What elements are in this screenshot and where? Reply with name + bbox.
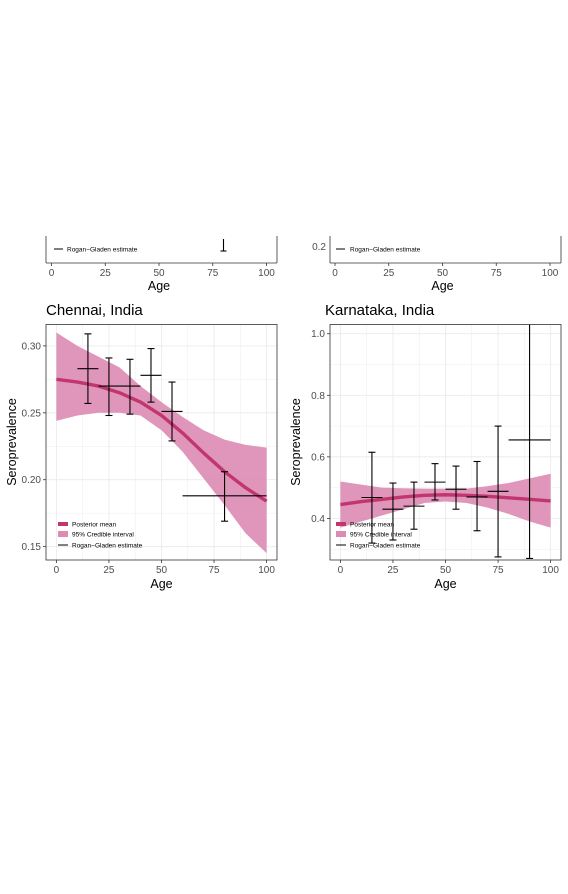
panel-x-ticks: 0 25 50 75 100: [54, 560, 275, 576]
left-partial-x-tick-label: 75: [207, 268, 219, 279]
panel-title: Chennai, India: [46, 302, 143, 319]
right-partial-legend-text: Rogan−Gladen estimate: [350, 247, 421, 254]
y-tick-label: 1.0: [311, 329, 325, 340]
panel-chennai: Chennai, India 0 25 50 75 100 0.150.200.250.…: [5, 302, 278, 591]
y-axis-title: Seroprevalence: [289, 398, 303, 486]
right-partial-x-tick-label: 0: [332, 268, 338, 279]
legend-key-credible-interval: [58, 531, 68, 537]
legend: Posterior mean 95% Credible interval Rog…: [58, 522, 143, 550]
legend-label-rogan-gladen: Rogan−Gladen estimate: [72, 543, 143, 550]
legend-label-posterior-mean: Posterior mean: [350, 522, 394, 529]
x-tick-label: 100: [258, 565, 275, 576]
panel-errorbars: [361, 324, 551, 560]
x-tick-label: 50: [440, 565, 452, 576]
legend-key-posterior-mean: [336, 522, 346, 526]
panel-y-ticks: 0.4 0.6 0.8 1.0: [311, 329, 330, 525]
x-axis-title: Age: [434, 577, 456, 591]
legend-label-credible-interval: 95% Credible interval: [350, 532, 412, 539]
panel-karnataka: Karnataka, India 0 25 50 75 100 0.4 0.6 0.8 1.0…: [289, 302, 562, 591]
right-partial-x-axis-title: Age: [431, 279, 453, 293]
x-tick-label: 0: [54, 565, 60, 576]
left-partial-x-tick-label: 25: [100, 268, 112, 279]
left-partial-x-tick-label: 0: [49, 268, 55, 279]
y-tick-label: 0.4: [311, 514, 325, 525]
panel-mean-line: [56, 377, 268, 503]
x-tick-label: 25: [387, 565, 399, 576]
legend-label-posterior-mean: Posterior mean: [72, 522, 116, 529]
x-tick-label: 75: [492, 565, 504, 576]
left-partial-x-ticks: 0 25 50 75 100: [49, 263, 275, 279]
x-tick-label: 25: [103, 565, 115, 576]
legend-key-credible-interval: [336, 531, 346, 537]
right-partial-x-tick-label: 25: [383, 268, 395, 279]
right-partial-x-tick-label: 75: [491, 268, 503, 279]
x-axis-title: Age: [150, 577, 172, 591]
y-tick-label: 0.25: [22, 408, 42, 419]
panel-y-ticks: 0.15 0.20 0.25 0.30: [22, 341, 46, 553]
x-tick-label: 100: [542, 565, 559, 576]
left-partial-x-tick-label: 100: [258, 268, 275, 279]
y-tick-label: 0.6: [311, 452, 325, 463]
x-tick-label: 0: [338, 565, 344, 576]
legend-key-posterior-mean: [58, 522, 68, 526]
y-tick-label: 0.8: [311, 391, 325, 402]
left-partial-x-tick-label: 50: [153, 268, 165, 279]
panel-x-ticks: 0 25 50 75 100: [338, 560, 559, 576]
posterior-mean-line: [56, 377, 268, 503]
right-partial-x-ticks: 0 25 50 75 100: [332, 263, 559, 279]
panel-title: Karnataka, India: [325, 302, 435, 319]
left-partial-legend-text: Rogan−Gladen estimate: [67, 247, 138, 254]
x-tick-label: 75: [208, 565, 220, 576]
top-strip: Rogan−Gladen estimate 0 25 50 75 100 Age…: [45, 236, 562, 293]
y-tick-label: 0.30: [22, 341, 42, 352]
x-tick-label: 50: [156, 565, 168, 576]
left-partial-x-axis-title: Age: [148, 279, 170, 293]
right-partial-y-tick-label: 0.2: [312, 242, 326, 253]
y-axis-title: Seroprevalence: [5, 398, 19, 486]
y-tick-label: 0.15: [22, 542, 42, 553]
posterior-mean-line: [340, 493, 551, 507]
legend: Posterior mean 95% Credible interval Rog…: [336, 522, 421, 550]
right-partial-x-tick-label: 50: [437, 268, 449, 279]
right-partial-x-tick-label: 100: [542, 268, 559, 279]
legend-label-credible-interval: 95% Credible interval: [72, 532, 134, 539]
legend-label-rogan-gladen: Rogan−Gladen estimate: [350, 543, 421, 550]
y-tick-label: 0.20: [22, 475, 42, 486]
panel-errorbars: [77, 333, 267, 522]
panel-mean-line: [340, 493, 551, 507]
